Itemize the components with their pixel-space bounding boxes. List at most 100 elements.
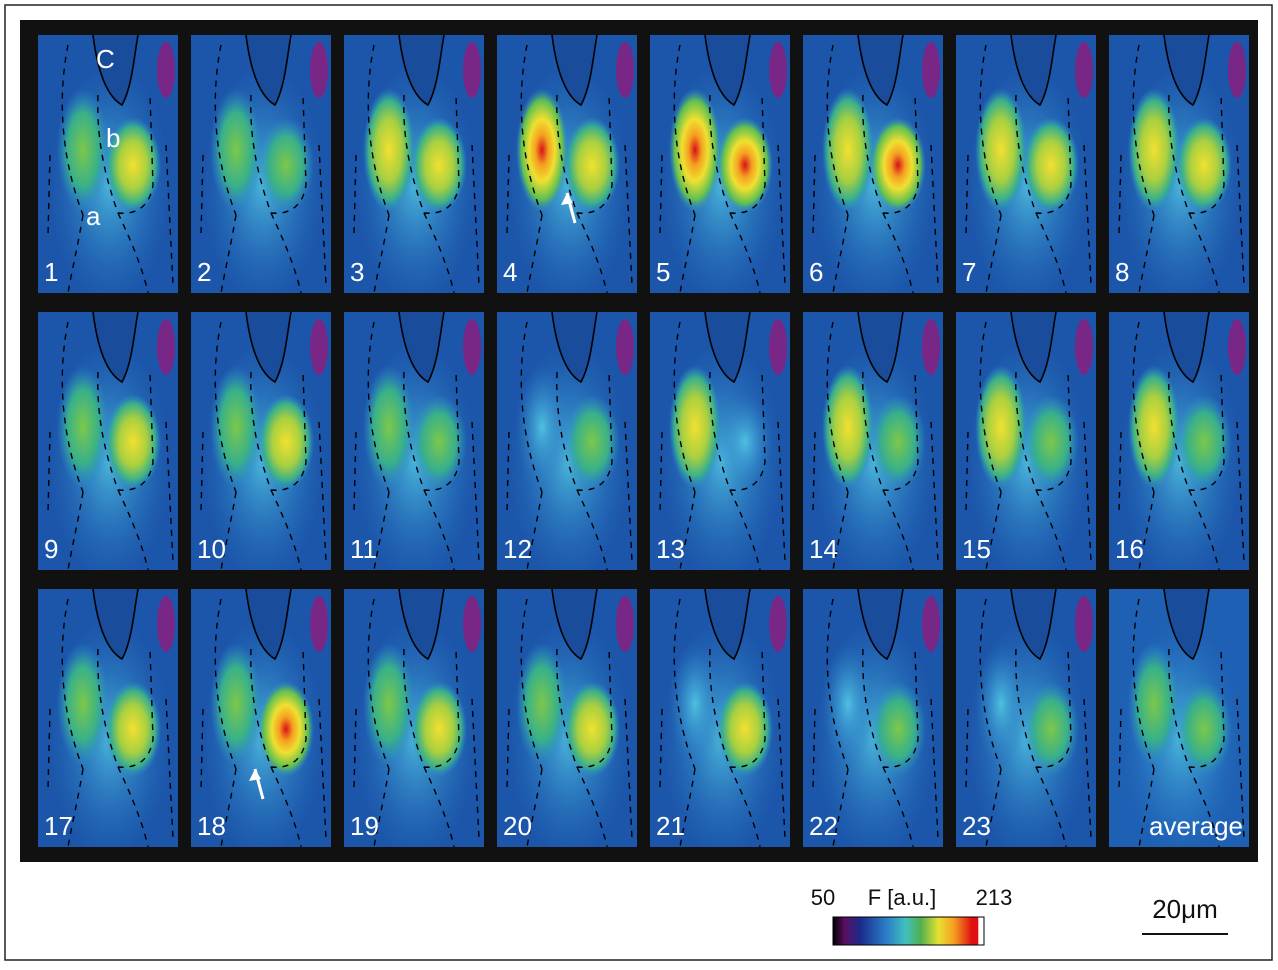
signal-right xyxy=(411,117,467,213)
signal-right xyxy=(411,681,467,777)
arrow-head xyxy=(561,193,573,205)
signal-right xyxy=(1176,117,1232,213)
signal-right xyxy=(1176,394,1232,490)
contour-dashed xyxy=(506,321,633,570)
panel-label: 8 xyxy=(1115,257,1129,287)
signal-right xyxy=(564,117,620,213)
image-panel: 11 xyxy=(344,312,484,570)
signal-right xyxy=(717,681,773,777)
signal-left xyxy=(1128,88,1180,212)
magenta-spot xyxy=(157,596,175,652)
signal-left xyxy=(975,642,1027,766)
image-panel: 8 xyxy=(1109,35,1249,293)
panel-label: 21 xyxy=(656,811,685,841)
image-panel: 12 xyxy=(497,312,637,570)
signal-right xyxy=(1023,117,1079,213)
contour-solid xyxy=(551,312,598,384)
contour-solid xyxy=(92,35,139,107)
contour-solid xyxy=(398,312,445,384)
magenta-spot xyxy=(769,319,787,375)
magenta-spot xyxy=(1075,42,1093,98)
image-panel: average xyxy=(1109,589,1249,847)
magenta-spot xyxy=(310,319,328,375)
signal-left xyxy=(57,642,109,766)
panel-label: 13 xyxy=(656,534,685,564)
colorbar-label: F [a.u.] xyxy=(868,885,936,910)
panel-label: 5 xyxy=(656,257,670,287)
contour-dashed xyxy=(965,321,1092,570)
signal-right xyxy=(105,117,161,213)
magenta-spot xyxy=(463,319,481,375)
contour-dashed xyxy=(1118,598,1245,847)
signal-left xyxy=(1128,642,1180,766)
panel-label: 19 xyxy=(350,811,379,841)
panel-label: 9 xyxy=(44,534,58,564)
image-panel: 7 xyxy=(956,35,1096,293)
magenta-spot xyxy=(616,319,634,375)
signal-right xyxy=(564,681,620,777)
image-panel: 13 xyxy=(650,312,790,570)
panel-label: 2 xyxy=(197,257,211,287)
signal-left xyxy=(822,365,874,489)
signal-right xyxy=(717,117,773,213)
magenta-spot xyxy=(310,42,328,98)
magenta-spot xyxy=(157,319,175,375)
image-panel: 16 xyxy=(1109,312,1249,570)
contour-solid xyxy=(1010,589,1057,661)
magenta-spot xyxy=(1075,596,1093,652)
signal-left xyxy=(822,88,874,212)
signal-right xyxy=(870,394,926,490)
signal-left xyxy=(57,88,109,212)
panel-label: 7 xyxy=(962,257,976,287)
contour-dashed xyxy=(659,598,786,847)
signal-right xyxy=(1023,394,1079,490)
signal-right xyxy=(564,394,620,490)
magenta-spot xyxy=(769,596,787,652)
signal-right xyxy=(411,394,467,490)
contour-dashed xyxy=(353,598,480,847)
contour-dashed xyxy=(812,44,939,293)
magenta-spot xyxy=(769,42,787,98)
contour-solid xyxy=(551,35,598,107)
contour-dashed xyxy=(812,321,939,570)
region-label: b xyxy=(106,123,120,153)
signal-right xyxy=(258,394,314,490)
image-panel: 23 xyxy=(956,589,1096,847)
signal-left xyxy=(363,365,415,489)
contour-dashed xyxy=(200,321,327,570)
signal-left xyxy=(669,88,721,212)
contour-solid xyxy=(398,35,445,107)
colorbar-min: 50 xyxy=(811,885,835,910)
image-panel: 2 xyxy=(191,35,331,293)
magenta-spot xyxy=(157,42,175,98)
contour-solid xyxy=(704,589,751,661)
contour-dashed xyxy=(812,598,939,847)
region-label: a xyxy=(86,201,101,231)
colorbar xyxy=(832,916,985,946)
signal-right xyxy=(105,394,161,490)
region-label: C xyxy=(96,44,115,74)
contour-dashed xyxy=(47,321,174,570)
image-panel: 19 xyxy=(344,589,484,847)
contour-dashed xyxy=(200,598,327,847)
signal-right xyxy=(258,681,314,777)
magenta-spot xyxy=(922,42,940,98)
signal-left xyxy=(1128,365,1180,489)
contour-solid xyxy=(857,35,904,107)
image-panel: 17 xyxy=(38,589,178,847)
panel-label: 18 xyxy=(197,811,226,841)
signal-left xyxy=(516,365,568,489)
magenta-spot xyxy=(310,596,328,652)
magenta-spot xyxy=(463,42,481,98)
image-panel: 15 xyxy=(956,312,1096,570)
panel-label: 15 xyxy=(962,534,991,564)
signal-right xyxy=(870,117,926,213)
panel-label: average xyxy=(1149,811,1243,841)
signal-right xyxy=(717,394,773,490)
signal-left xyxy=(516,642,568,766)
colorbar-max: 213 xyxy=(976,885,1013,910)
panel-label: 22 xyxy=(809,811,838,841)
contour-dashed xyxy=(506,598,633,847)
